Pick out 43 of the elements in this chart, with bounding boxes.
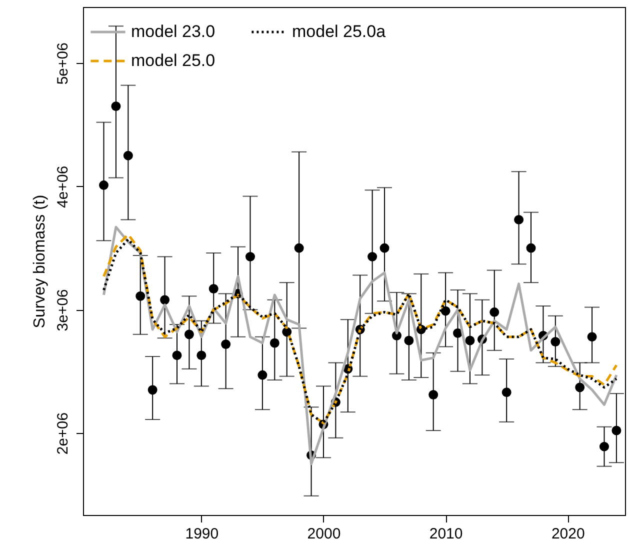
point (160, 295, 170, 305)
x-tick-label: 2010 (429, 526, 463, 542)
point (148, 385, 158, 395)
point (136, 291, 146, 301)
point (270, 338, 280, 348)
point (245, 252, 255, 262)
point (514, 214, 524, 224)
x-tick-label: 2000 (307, 526, 341, 542)
legend-label: model 23.0 (131, 22, 216, 41)
x-tick-label: 1990 (185, 526, 219, 542)
point (221, 339, 231, 349)
y-tick-label: 5e+06 (54, 42, 72, 85)
y-tick-label: 2e+06 (54, 412, 72, 455)
point (258, 370, 268, 380)
point (453, 328, 463, 338)
point (465, 336, 475, 346)
point (368, 252, 378, 262)
x-tick-label: 2020 (551, 526, 585, 542)
legend-label: model 25.0 (131, 51, 216, 70)
point (490, 307, 500, 317)
point (380, 243, 390, 253)
point (612, 426, 622, 436)
y-tick-label: 4e+06 (54, 166, 72, 208)
point (404, 336, 414, 346)
point (550, 337, 560, 346)
legend-label: model 25.0a (292, 22, 386, 41)
point (587, 332, 597, 342)
point (600, 442, 609, 452)
point (526, 243, 536, 253)
point (440, 306, 450, 316)
y-tick-label: 3e+06 (54, 289, 72, 332)
point (294, 243, 304, 253)
point (172, 350, 182, 360)
point (575, 382, 585, 392)
point (111, 102, 121, 111)
point (208, 284, 218, 294)
point (184, 330, 194, 340)
point (428, 390, 438, 400)
y-axis-title: Survey biomass (t) (32, 194, 48, 328)
point (502, 388, 512, 398)
point (123, 150, 133, 160)
point (99, 180, 108, 190)
point (196, 350, 206, 360)
